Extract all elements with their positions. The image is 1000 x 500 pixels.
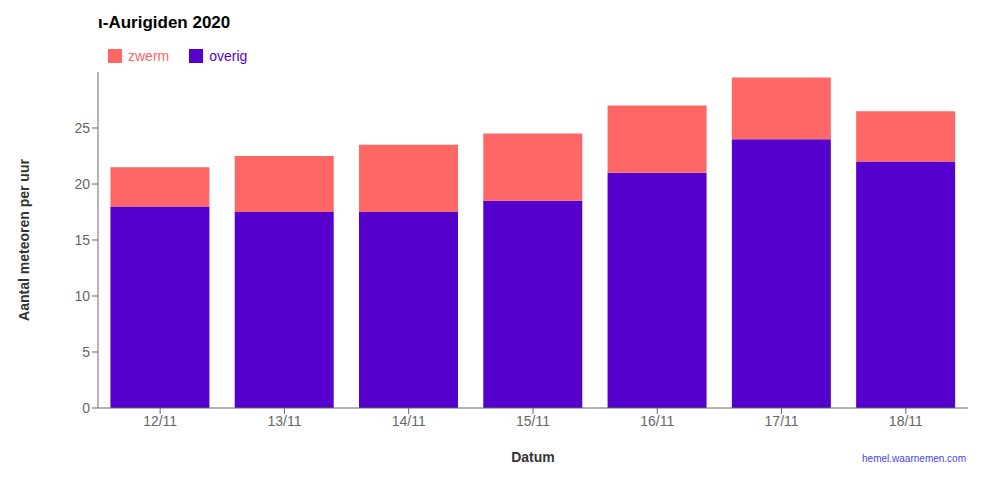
svg-text:16/11: 16/11 <box>640 413 674 429</box>
svg-text:Aantal meteoren per uur: Aantal meteoren per uur <box>16 159 32 321</box>
svg-text:Datum: Datum <box>511 449 555 465</box>
svg-text:10: 10 <box>74 288 90 304</box>
html-text:hemel.waarnemen.com: hemel.waarnemen.com <box>862 453 966 464</box>
svg-text:20: 20 <box>74 176 90 192</box>
svg-text:15: 15 <box>74 232 90 248</box>
svg-text:17/11: 17/11 <box>765 413 799 429</box>
svg-text:5: 5 <box>82 344 90 360</box>
svg-text:14/11: 14/11 <box>392 413 426 429</box>
svg-text:0: 0 <box>82 400 90 416</box>
svg-text:18/11: 18/11 <box>889 413 923 429</box>
svg-text:12/11: 12/11 <box>143 413 177 429</box>
html-text:overig: overig <box>209 48 248 64</box>
svg-text:15/11: 15/11 <box>516 413 550 429</box>
html-text:zwerm: zwerm <box>128 48 170 64</box>
svg-text:13/11: 13/11 <box>267 413 301 429</box>
svg-text:25: 25 <box>74 120 90 136</box>
html-text:ι-Aurigiden 2020: ι-Aurigiden 2020 <box>98 13 231 32</box>
